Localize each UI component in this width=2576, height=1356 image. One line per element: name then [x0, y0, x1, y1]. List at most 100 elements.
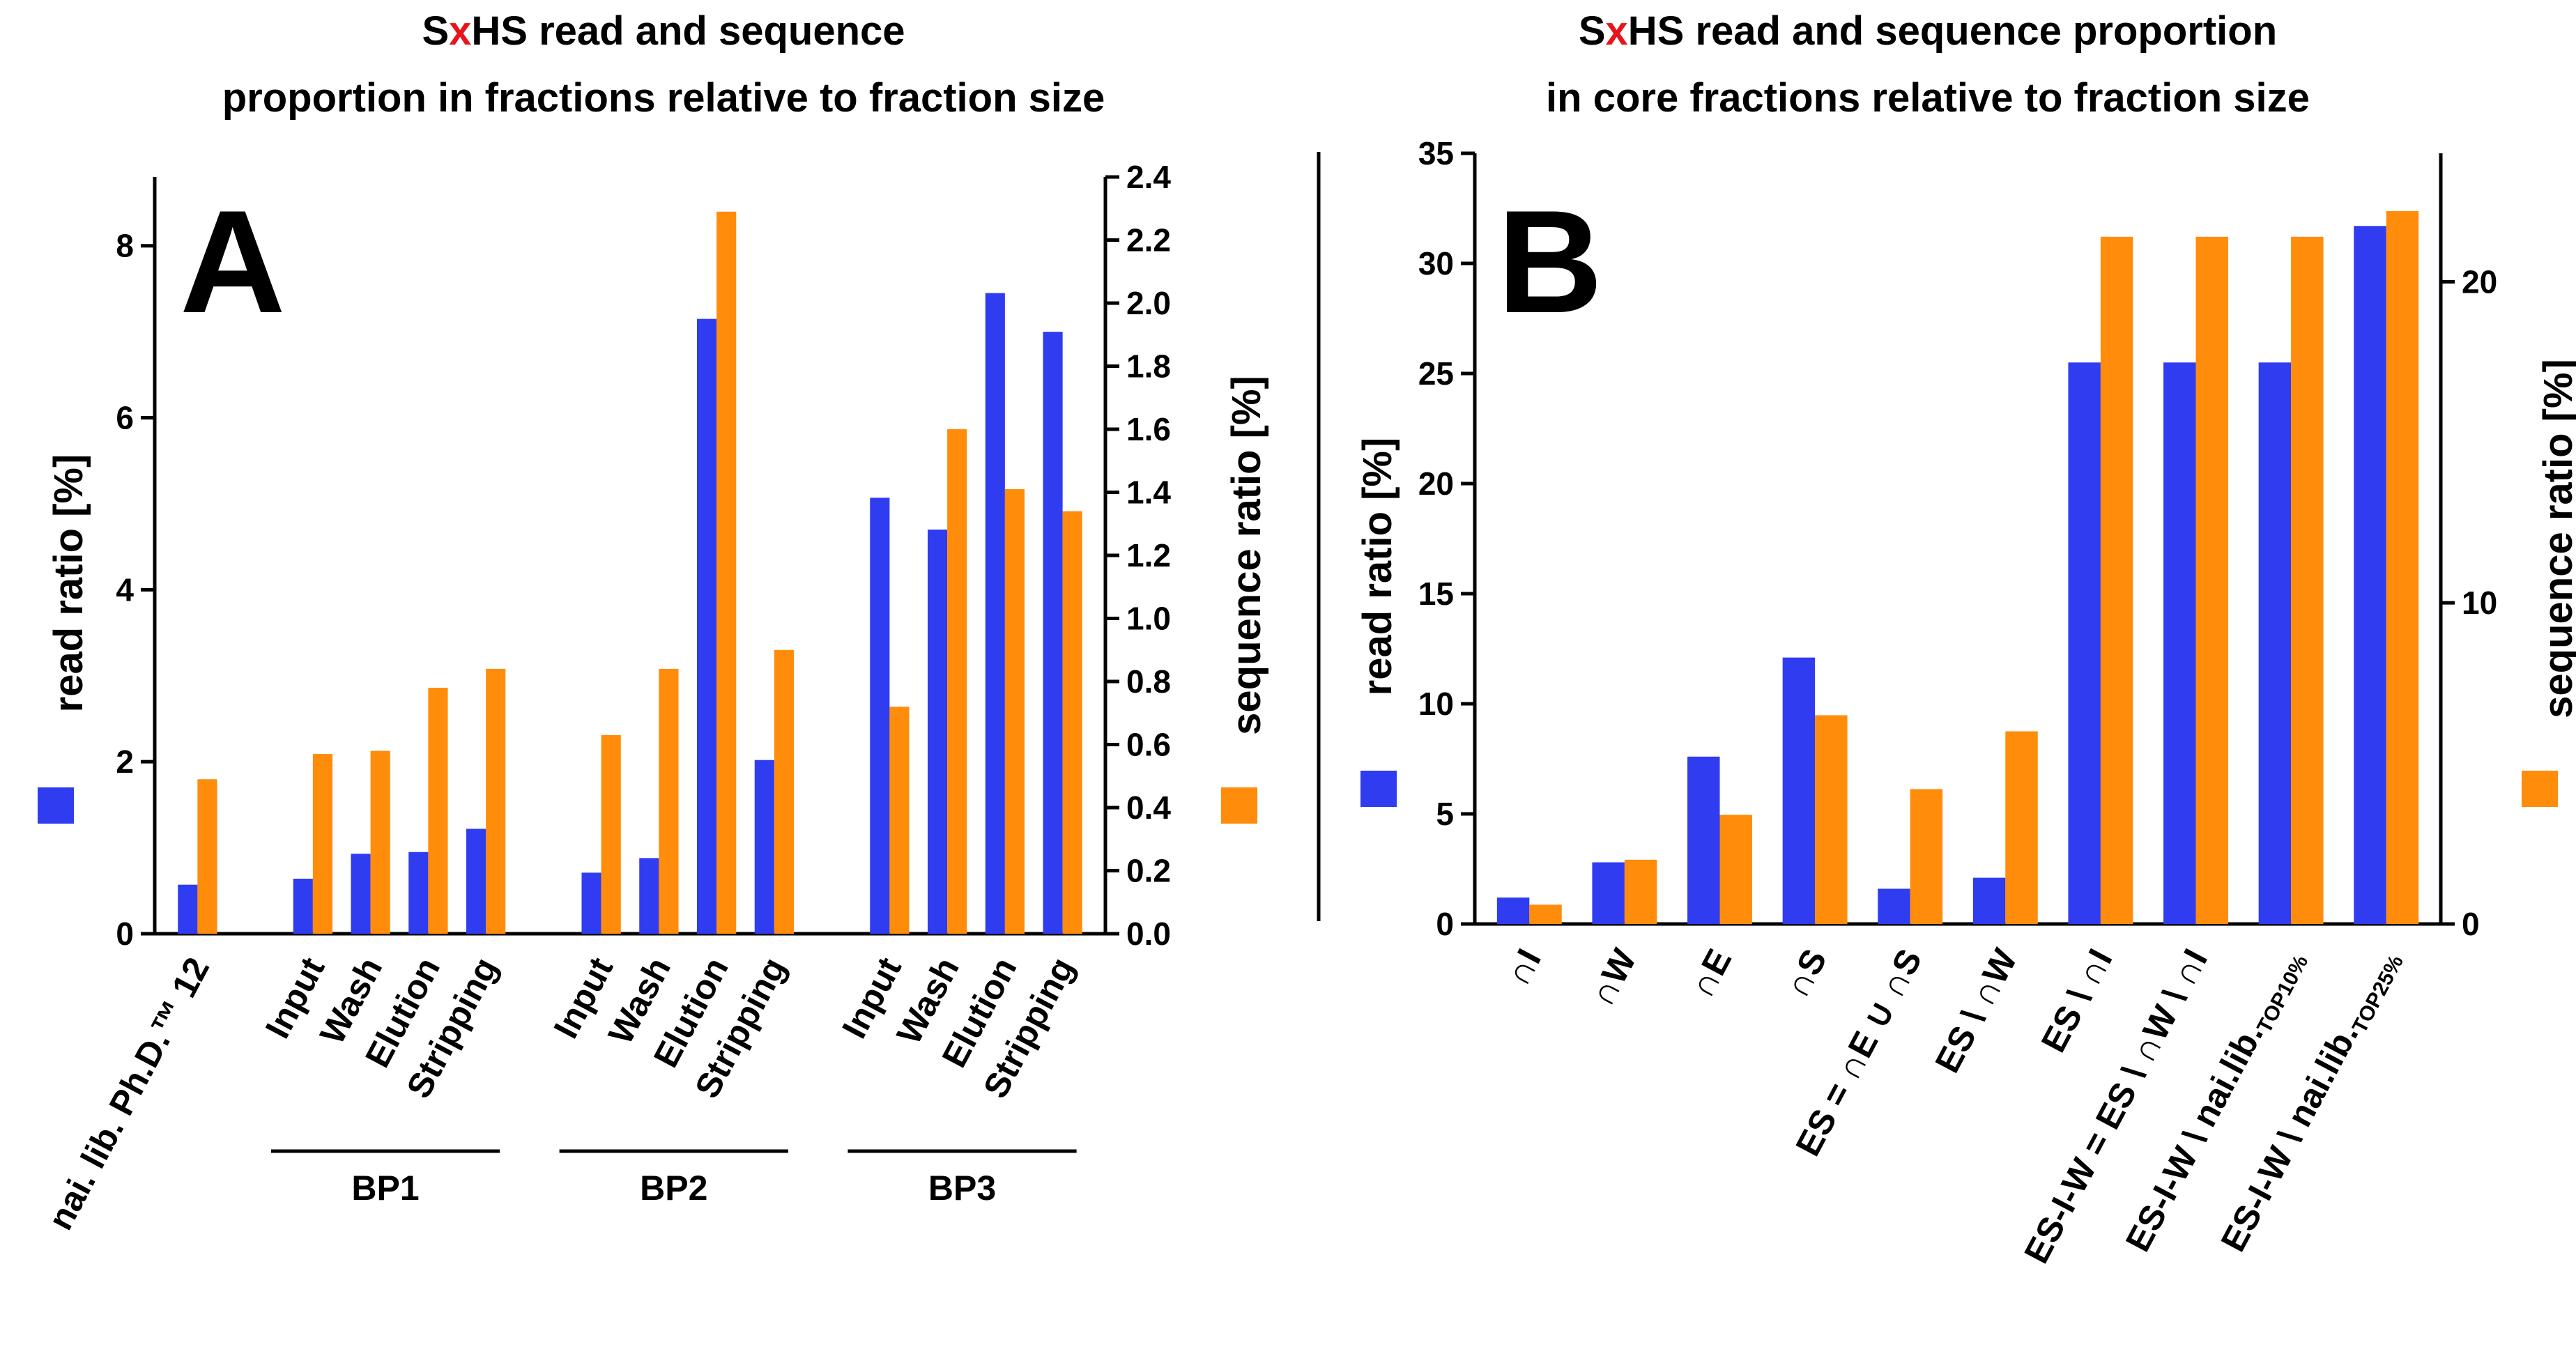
sequence-ratio-bar — [659, 668, 679, 934]
left-tick-label: 8 — [116, 228, 134, 264]
category-label: ∩W — [1582, 942, 1644, 1012]
left-tick-label: 0 — [1436, 906, 1454, 942]
title-text: proportion in fractions relative to frac… — [222, 75, 1105, 121]
panel-a-title-line-2: proportion in fractions relative to frac… — [222, 75, 1105, 121]
left-tick-label: 6 — [116, 400, 134, 436]
category-label-subscript: TOP25% — [2348, 952, 2408, 1037]
sequence-ratio-legend-swatch — [2522, 771, 2558, 807]
category-label-text: ∩S — [1777, 943, 1834, 1004]
left-tick-label: 10 — [1418, 686, 1454, 722]
category-label: ES \ ∩I — [2034, 943, 2120, 1058]
read-ratio-bar — [466, 829, 486, 934]
read-ratio-legend-swatch — [38, 787, 74, 824]
right-axis-label: sequence ratio [%] — [1224, 376, 1269, 735]
sequence-ratio-bar — [1815, 715, 1848, 924]
panel-a-title-line-1: SxHS read and sequence — [422, 8, 905, 54]
sequence-ratio-bar — [601, 734, 621, 934]
read-ratio-bar — [754, 760, 774, 934]
sequence-ratio-bar — [370, 750, 390, 934]
read-ratio-bar — [1496, 897, 1530, 924]
sequence-ratio-bar — [2195, 236, 2228, 925]
read-ratio-bar — [1043, 332, 1063, 934]
title-text: in core fractions relative to fraction s… — [1546, 75, 2310, 121]
title-text: x — [1606, 8, 1628, 54]
read-ratio-bar — [1687, 756, 1720, 924]
sequence-ratio-bar — [1062, 511, 1082, 934]
right-tick-label: 2.0 — [1126, 285, 1171, 321]
read-ratio-bar — [639, 858, 659, 934]
read-ratio-bar — [2068, 362, 2101, 924]
read-ratio-bar — [985, 293, 1005, 934]
sequence-ratio-bar — [2100, 236, 2133, 925]
read-ratio-legend-swatch — [1360, 771, 1397, 807]
category-label: ∩I — [1498, 943, 1549, 992]
read-ratio-bar — [408, 852, 429, 934]
sequence-ratio-bar — [947, 429, 967, 934]
sequence-ratio-bar — [774, 649, 795, 934]
sequence-ratio-bar — [428, 688, 448, 934]
title-text: HS read and sequence — [471, 8, 905, 54]
left-axis-label: read ratio [%] — [46, 454, 91, 713]
read-ratio-bar — [1592, 862, 1625, 924]
sequence-ratio-bar — [2005, 731, 2038, 924]
category-label: ES \ ∩W — [1928, 942, 2025, 1079]
left-tick-label: 20 — [1418, 465, 1454, 502]
read-ratio-bar — [2163, 362, 2196, 924]
right-tick-label: 20 — [2462, 263, 2497, 300]
group-label: BP2 — [640, 1169, 707, 1208]
right-tick-label: 0.8 — [1126, 663, 1171, 700]
sequence-ratio-bar — [1624, 859, 1657, 924]
category-label-text: ES-I-W = ES \ ∩W \ ∩I — [2016, 943, 2215, 1270]
left-axis-label: read ratio [%] — [1355, 438, 1400, 696]
right-tick-label: 10 — [2462, 585, 2497, 621]
category-label-text: ES \ ∩I — [2034, 943, 2120, 1058]
read-ratio-bar — [351, 854, 371, 934]
title-text: x — [449, 8, 471, 54]
panel-b-title-line-1: SxHS read and sequence proportion — [1579, 8, 2277, 54]
left-tick-label: 25 — [1418, 355, 1454, 392]
category-label: ∩S — [1777, 943, 1834, 1004]
sequence-ratio-legend-swatch — [1221, 787, 1257, 824]
category-label-text: ∩E — [1682, 943, 1739, 1004]
read-ratio-bar — [293, 879, 313, 934]
category-label: ∩E — [1682, 943, 1739, 1004]
left-tick-label: 35 — [1418, 135, 1454, 171]
category-label-subscript: TOP10% — [2253, 952, 2313, 1037]
sequence-ratio-bar — [889, 707, 910, 934]
read-ratio-bar — [1878, 888, 1910, 924]
read-ratio-bar — [178, 884, 198, 934]
read-ratio-bar — [581, 872, 601, 934]
right-tick-label: 1.6 — [1126, 411, 1171, 447]
read-ratio-bar — [1782, 657, 1816, 924]
right-tick-label: 2.2 — [1126, 222, 1171, 259]
read-ratio-bar — [927, 529, 948, 934]
left-tick-label: 0 — [116, 916, 134, 952]
panel-a: SxHS read and sequence proportion in fra… — [38, 8, 1269, 1236]
read-ratio-bar — [870, 498, 890, 934]
panel-b-title-line-2: in core fractions relative to fraction s… — [1546, 75, 2310, 121]
left-tick-label: 15 — [1418, 576, 1454, 612]
right-tick-label: 0.4 — [1126, 789, 1171, 826]
title-text: S — [1579, 8, 1606, 54]
right-tick-label: 1.8 — [1126, 348, 1171, 385]
sequence-ratio-bar — [2291, 236, 2324, 925]
panel-a-letter: A — [180, 180, 286, 344]
category-label: ES-I-W = ES \ ∩W \ ∩I — [2016, 943, 2215, 1270]
category-label-text: ∩W — [1582, 942, 1644, 1012]
sequence-ratio-bar — [2386, 210, 2419, 924]
sequence-ratio-bar — [1719, 815, 1752, 924]
panel-b-letter: B — [1497, 180, 1603, 344]
group-label: BP3 — [928, 1169, 996, 1208]
right-tick-label: 0 — [2462, 906, 2480, 942]
panel-b: SxHS read and sequence proportion in cor… — [1355, 8, 2576, 1270]
title-text: S — [422, 8, 449, 54]
right-tick-label: 0.0 — [1126, 916, 1171, 952]
left-tick-label: 5 — [1436, 796, 1454, 832]
category-label-text: ES \ ∩W — [1928, 942, 2025, 1079]
category-label: ES-I-W \ nai.lib.TOP10% — [2118, 943, 2313, 1259]
left-tick-label: 4 — [116, 571, 134, 608]
read-ratio-bar — [2354, 226, 2386, 924]
sequence-ratio-bar — [486, 668, 506, 934]
sequence-ratio-bar — [312, 754, 333, 934]
